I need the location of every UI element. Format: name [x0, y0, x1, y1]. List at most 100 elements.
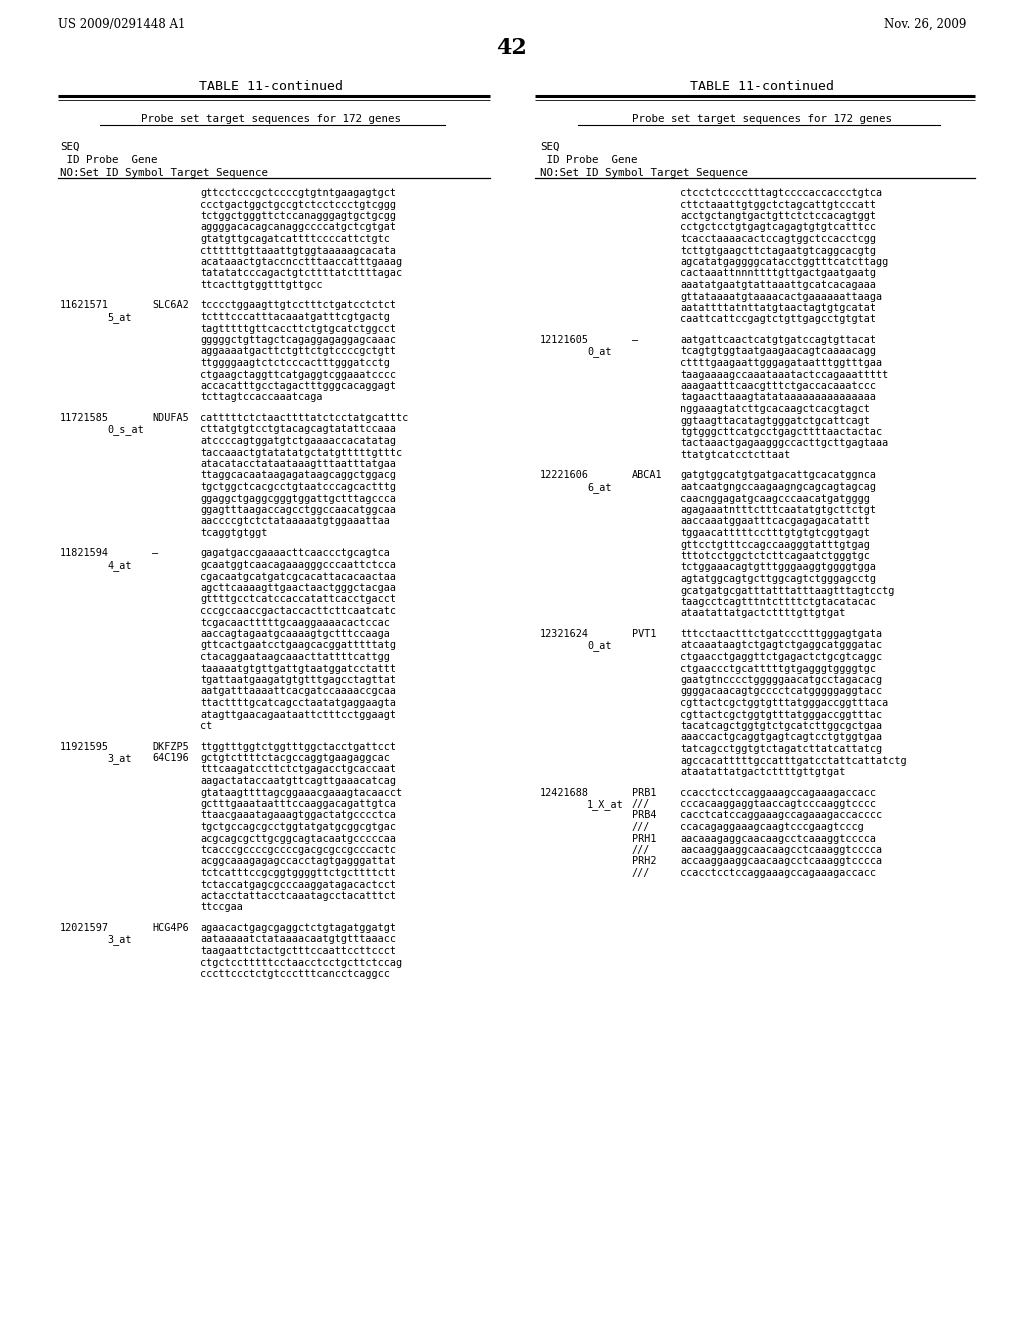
Text: tctcatttccgcggtggggttctgcttttctt: tctcatttccgcggtggggttctgcttttctt [200, 869, 396, 878]
Text: tcttgtgaagcttctagaatgtcaggcacgtg: tcttgtgaagcttctagaatgtcaggcacgtg [680, 246, 876, 256]
Text: TABLE 11-continued: TABLE 11-continued [199, 81, 343, 92]
Text: ///: /// [632, 799, 650, 809]
Text: tcacctaaaacactccagtggctccacctcgg: tcacctaaaacactccagtggctccacctcgg [680, 234, 876, 244]
Text: ctgaaccctgcatttttgtgagggtggggtgc: ctgaaccctgcatttttgtgagggtggggtgc [680, 664, 876, 673]
Text: agtatggcagtgcttggcagtctgggagcctg: agtatggcagtgcttggcagtctgggagcctg [680, 574, 876, 583]
Text: accacatttgcctagactttgggcacaggagt: accacatttgcctagactttgggcacaggagt [200, 381, 396, 391]
Text: SLC6A2: SLC6A2 [152, 301, 188, 310]
Text: ctgaacctgaggttctgagactctgcgtcaggc: ctgaacctgaggttctgagactctgcgtcaggc [680, 652, 882, 663]
Text: cgttactcgctggtgtttatgggaccggtttaca: cgttactcgctggtgtttatgggaccggtttaca [680, 698, 888, 708]
Text: 12021597: 12021597 [60, 923, 109, 933]
Text: gcaatggtcaacagaaagggcccaattctcca: gcaatggtcaacagaaagggcccaattctcca [200, 560, 396, 570]
Text: ttcacttgtggtttgttgcc: ttcacttgtggtttgttgcc [200, 280, 323, 290]
Text: gtatgttgcagatcattttccccattctgtc: gtatgttgcagatcattttccccattctgtc [200, 234, 390, 244]
Text: tttcctaactttctgatccctttgggagtgata: tttcctaactttctgatccctttgggagtgata [680, 630, 882, 639]
Text: agagaaatntttctttcaatatgtgcttctgt: agagaaatntttctttcaatatgtgcttctgt [680, 506, 876, 515]
Text: PRH2: PRH2 [632, 857, 656, 866]
Text: aaaccactgcaggtgagtcagtcctgtggtgaa: aaaccactgcaggtgagtcagtcctgtggtgaa [680, 733, 882, 742]
Text: 3_at: 3_at [106, 752, 131, 764]
Text: acctgctangtgactgttctctccacagtggt: acctgctangtgactgttctctccacagtggt [680, 211, 876, 220]
Text: tcttagtccaccaaatcaga: tcttagtccaccaaatcaga [200, 392, 323, 403]
Text: aataaaaatctataaaacaatgtgtttaaacc: aataaaaatctataaaacaatgtgtttaaacc [200, 935, 396, 945]
Text: tgattaatgaagatgtgtttgagcctagttat: tgattaatgaagatgtgtttgagcctagttat [200, 675, 396, 685]
Text: taccaaactgtatatatgctatgtttttgtttc: taccaaactgtatatatgctatgtttttgtttc [200, 447, 402, 458]
Text: gtataagttttagcggaaacgaaagtacaacct: gtataagttttagcggaaacgaaagtacaacct [200, 788, 402, 797]
Text: ttaggcacaataagagataagcaggctggacg: ttaggcacaataagagataagcaggctggacg [200, 470, 396, 480]
Text: tatatatcccagactgtcttttatcttttagac: tatatatcccagactgtcttttatcttttagac [200, 268, 402, 279]
Text: ccacagaggaaagcaagtcccgaagtcccg: ccacagaggaaagcaagtcccgaagtcccg [680, 822, 864, 832]
Text: tcagtgtggtaatgaagaacagtcaaaacagg: tcagtgtggtaatgaagaacagtcaaaacagg [680, 346, 876, 356]
Text: tcacccgccccgccccgacgcgccgcccactc: tcacccgccccgccccgacgcgccgcccactc [200, 845, 396, 855]
Text: PRB4: PRB4 [632, 810, 656, 821]
Text: HCG4P6: HCG4P6 [152, 923, 188, 933]
Text: NDUFA5: NDUFA5 [152, 413, 188, 422]
Text: tctggaaacagtgtttgggaaggtggggtgga: tctggaaacagtgtttgggaaggtggggtgga [680, 562, 876, 573]
Text: tagaacttaaagtatataaaaaaaaaaaaaaa: tagaacttaaagtatataaaaaaaaaaaaaaa [680, 392, 876, 403]
Text: 42: 42 [497, 37, 527, 59]
Text: agccacatttttgccatttgatcctattcattatctg: agccacatttttgccatttgatcctattcattatctg [680, 755, 906, 766]
Text: 1_X_at: 1_X_at [587, 799, 624, 810]
Text: cttatgtgtcctgtacagcagtatattccaaa: cttatgtgtcctgtacagcagtatattccaaa [200, 425, 396, 434]
Text: gatgtggcatgtgatgacattgcacatggnca: gatgtggcatgtgatgacattgcacatggnca [680, 470, 876, 480]
Text: tctaccatgagcgcccaaggatagacactcct: tctaccatgagcgcccaaggatagacactcct [200, 879, 396, 890]
Text: tttcaagatccttctctgagacctgcaccaat: tttcaagatccttctctgagacctgcaccaat [200, 764, 396, 775]
Text: 11921595: 11921595 [60, 742, 109, 751]
Text: DKFZP5: DKFZP5 [152, 742, 188, 751]
Text: aaatatgaatgtattaaattgcatcacagaaa: aaatatgaatgtattaaattgcatcacagaaa [680, 280, 876, 290]
Text: ctgaagctaggttcatgaggtcggaaatcccc: ctgaagctaggttcatgaggtcggaaatcccc [200, 370, 396, 380]
Text: aaagaatttcaacgtttctgaccacaaatccc: aaagaatttcaacgtttctgaccacaaatccc [680, 381, 876, 391]
Text: gttttgcctcatccaccatattcacctgacct: gttttgcctcatccaccatattcacctgacct [200, 594, 396, 605]
Text: accaaggaaggcaacaagcctcaaaggtcccca: accaaggaaggcaacaagcctcaaaggtcccca [680, 857, 882, 866]
Text: cttttttgttaaattgtggtaaaaagcacata: cttttttgttaaattgtggtaaaaagcacata [200, 246, 396, 256]
Text: gttcctgtttccagccaagggtatttgtgag: gttcctgtttccagccaagggtatttgtgag [680, 540, 869, 549]
Text: ttacttttgcatcagcctaatatgaggaagta: ttacttttgcatcagcctaatatgaggaagta [200, 698, 396, 708]
Text: ID Probe  Gene: ID Probe Gene [540, 154, 638, 165]
Text: US 2009/0291448 A1: US 2009/0291448 A1 [58, 18, 185, 30]
Text: PRB1: PRB1 [632, 788, 656, 797]
Text: ggggacaacagtgcccctcatgggggaggtacc: ggggacaacagtgcccctcatgggggaggtacc [680, 686, 882, 697]
Text: 11721585: 11721585 [60, 413, 109, 422]
Text: gggggctgttagctcagaggagaggagcaaac: gggggctgttagctcagaggagaggagcaaac [200, 335, 396, 345]
Text: ataatattatgactcttttgttgtgat: ataatattatgactcttttgttgtgat [680, 609, 846, 619]
Text: Probe set target sequences for 172 genes: Probe set target sequences for 172 genes [632, 114, 892, 124]
Text: ///: /// [632, 869, 650, 878]
Text: tgctggctcacgcctgtaatcccagcactttg: tgctggctcacgcctgtaatcccagcactttg [200, 482, 396, 492]
Text: atcaaataagtctgagtctgaggcatgggatac: atcaaataagtctgagtctgaggcatgggatac [680, 640, 882, 651]
Text: aaccaaatggaatttcacgagagacatattt: aaccaaatggaatttcacgagagacatattt [680, 516, 869, 527]
Text: ttggtttggtctggtttggctacctgattcct: ttggtttggtctggtttggctacctgattcct [200, 742, 396, 751]
Text: 4_at: 4_at [106, 560, 131, 572]
Text: ataatattatgactcttttgttgtgat: ataatattatgactcttttgttgtgat [680, 767, 846, 777]
Text: catttttctctaacttttatctcctatgcatttc: catttttctctaacttttatctcctatgcatttc [200, 413, 409, 422]
Text: 12421688: 12421688 [540, 788, 589, 797]
Text: ttaacgaaatagaaagtggactatgcccctca: ttaacgaaatagaaagtggactatgcccctca [200, 810, 396, 821]
Text: NO:Set ID Symbol Target Sequence: NO:Set ID Symbol Target Sequence [60, 168, 268, 178]
Text: tgctgccagcgcctggtatgatgcggcgtgac: tgctgccagcgcctggtatgatgcggcgtgac [200, 822, 396, 832]
Text: gttcctcccgctccccgtgtntgaagagtgct: gttcctcccgctccccgtgtntgaagagtgct [200, 187, 396, 198]
Text: tactaaactgagaagggccacttgcttgagtaaa: tactaaactgagaagggccacttgcttgagtaaa [680, 438, 888, 449]
Text: tctggctgggttctccanagggagtgctgcgg: tctggctgggttctccanagggagtgctgcgg [200, 211, 396, 220]
Text: cccacaaggaggtaaccagtcccaaggtcccc: cccacaaggaggtaaccagtcccaaggtcccc [680, 799, 876, 809]
Text: tatcagcctggtgtctagatcttatcattatcg: tatcagcctggtgtctagatcttatcattatcg [680, 744, 882, 754]
Text: taagaaaagccaaataaatactccagaaattttt: taagaaaagccaaataaatactccagaaattttt [680, 370, 888, 380]
Text: aagactataccaatgttcagttgaaacatcag: aagactataccaatgttcagttgaaacatcag [200, 776, 396, 785]
Text: cctgctcctgtgagtcagagtgtgtcatttcc: cctgctcctgtgagtcagagtgtgtcatttcc [680, 223, 876, 232]
Text: tttotcctggctctcttcagaatctgggtgc: tttotcctggctctcttcagaatctgggtgc [680, 550, 869, 561]
Text: acataaactgtaccncctttaaccatttgaaag: acataaactgtaccncctttaaccatttgaaag [200, 257, 402, 267]
Text: tacatcagctggtgtctgcatcttggcgctgaa: tacatcagctggtgtctgcatcttggcgctgaa [680, 721, 882, 731]
Text: TABLE 11-continued: TABLE 11-continued [690, 81, 834, 92]
Text: taagcctcagtttntcttttctgtacatacac: taagcctcagtttntcttttctgtacatacac [680, 597, 876, 607]
Text: taaaaatgtgttgattgtaatggatcctattt: taaaaatgtgttgattgtaatggatcctattt [200, 664, 396, 673]
Text: ccacctcctccaggaaagccagaaagaccacc: ccacctcctccaggaaagccagaaagaccacc [680, 788, 876, 797]
Text: ctacaggaataagcaaacttattttcattgg: ctacaggaataagcaaacttattttcattgg [200, 652, 390, 663]
Text: agcatatgaggggcatacctggtttcatcttagg: agcatatgaggggcatacctggtttcatcttagg [680, 257, 888, 267]
Text: atagttgaacagaataattctttcctggaagt: atagttgaacagaataattctttcctggaagt [200, 710, 396, 719]
Text: ABCA1: ABCA1 [632, 470, 663, 480]
Text: aggggacacagcanaggccccatgctcgtgat: aggggacacagcanaggccccatgctcgtgat [200, 223, 396, 232]
Text: PVT1: PVT1 [632, 630, 656, 639]
Text: 12221606: 12221606 [540, 470, 589, 480]
Text: ttggggaagtctctcccactttgggatcctg: ttggggaagtctctcccactttgggatcctg [200, 358, 390, 368]
Text: Probe set target sequences for 172 genes: Probe set target sequences for 172 genes [141, 114, 401, 124]
Text: cccgccaaccgactaccacttcttcaatcatc: cccgccaaccgactaccacttcttcaatcatc [200, 606, 396, 616]
Text: agcttcaaaagttgaactaactgggctacgaa: agcttcaaaagttgaactaactgggctacgaa [200, 583, 396, 593]
Text: atacatacctataataaagtttaatttatgaa: atacatacctataataaagtttaatttatgaa [200, 459, 396, 469]
